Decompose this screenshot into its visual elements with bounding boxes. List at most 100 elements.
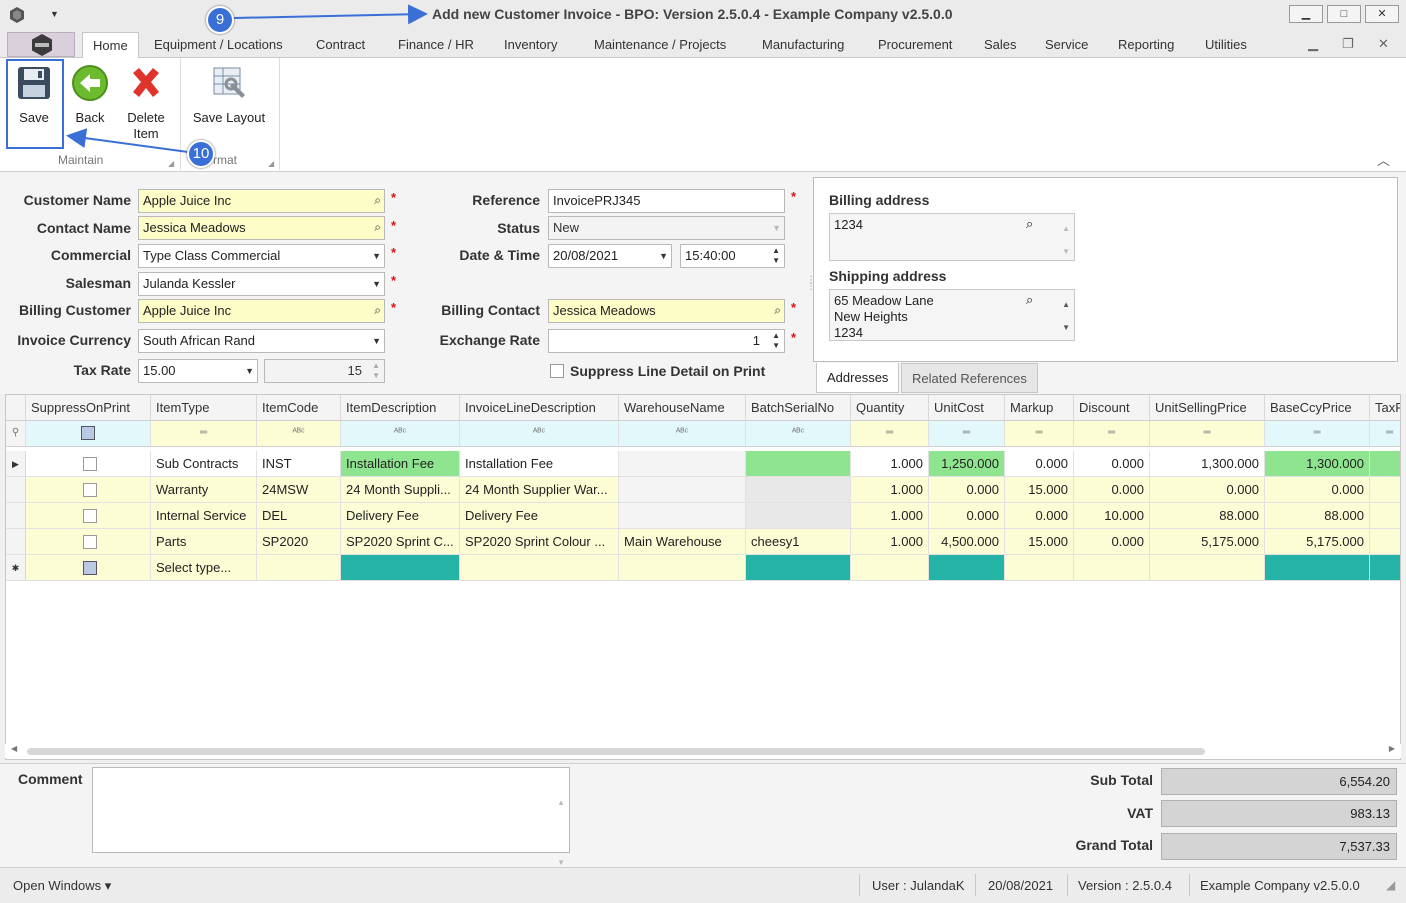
cell-invoicelinedescription[interactable]: Installation Fee xyxy=(460,451,619,477)
quick-access-dropdown-icon[interactable]: ▼ xyxy=(50,9,59,19)
cell-quantity[interactable]: 1.000 xyxy=(851,529,929,555)
resize-grip-icon[interactable]: ◢ xyxy=(1386,878,1396,892)
contact-name-field[interactable]: Jessica Meadows ⌕ xyxy=(138,216,385,240)
scroll-right-icon[interactable]: ▶ xyxy=(1388,744,1395,753)
filter-taxrate[interactable]: ═ xyxy=(1370,421,1400,447)
column-header-unitcost[interactable]: UnitCost xyxy=(929,395,1005,421)
grid-horizontal-scrollbar[interactable]: ◀ ▶ xyxy=(5,744,1401,758)
cell-new-quantity[interactable] xyxy=(851,555,929,581)
search-icon[interactable]: ⌕ xyxy=(374,303,381,317)
cell-unitsellingprice[interactable]: 5,175.000 xyxy=(1150,529,1265,555)
tab-sales[interactable]: Sales xyxy=(984,37,1017,52)
cell-new-discount[interactable] xyxy=(1074,555,1150,581)
tab-utilities[interactable]: Utilities xyxy=(1205,37,1247,52)
cell-unitcost[interactable]: 4,500.000 xyxy=(929,529,1005,555)
cell-new-invoicelinedescription[interactable] xyxy=(460,555,619,581)
cell-markup[interactable]: 15.000 xyxy=(1005,529,1074,555)
close-button[interactable]: ✕ xyxy=(1365,5,1399,23)
cell-new-itemcode[interactable] xyxy=(257,555,341,581)
cell-new-markup[interactable] xyxy=(1005,555,1074,581)
filter-markup[interactable]: ═ xyxy=(1005,421,1074,447)
spinner-arrows-icon[interactable]: ▲ ▼ xyxy=(372,361,380,380)
cell-baseccyprice[interactable]: 0.000 xyxy=(1265,477,1370,503)
customer-name-field[interactable]: Apple Juice Inc ⌕ xyxy=(138,189,385,213)
search-icon[interactable]: ⌕ xyxy=(774,303,781,317)
reference-input[interactable]: InvoicePRJ345 xyxy=(548,189,785,213)
scroll-arrows-icon[interactable]: ▲ ▼ xyxy=(1062,300,1070,332)
cell-batchserialno[interactable] xyxy=(746,451,851,477)
cell-invoicelinedescription[interactable]: SP2020 Sprint Colour ... xyxy=(460,529,619,555)
back-button[interactable]: Back xyxy=(68,64,112,126)
filter-warehousename[interactable]: ᴬᴮᶜ xyxy=(619,421,746,447)
filter-invoicelinedescription[interactable]: ᴬᴮᶜ xyxy=(460,421,619,447)
cell-new-unitcost[interactable] xyxy=(929,555,1005,581)
mdi-restore-icon[interactable]: ❐ xyxy=(1342,36,1354,51)
cell-itemtype[interactable]: Warranty xyxy=(151,477,257,503)
cell-invoicelinedescription[interactable]: Delivery Fee xyxy=(460,503,619,529)
comment-textarea[interactable]: ▲ ▼ xyxy=(92,767,570,867)
column-header-suppressonprint[interactable]: SuppressOnPrint xyxy=(26,395,151,421)
filter-itemtype[interactable]: ═ xyxy=(151,421,257,447)
filter-unitsellingprice[interactable]: ═ xyxy=(1150,421,1265,447)
cell-new-itemdescription[interactable] xyxy=(341,555,460,581)
row-indicator[interactable] xyxy=(6,503,26,529)
invoice-currency-select[interactable]: South African Rand ▼ xyxy=(138,329,385,353)
scroll-arrows-icon[interactable]: ▲ ▼ xyxy=(557,798,565,867)
billing-address-box[interactable]: 1234 ⌕ ▲ ▼ xyxy=(829,213,1075,261)
chevron-down-icon[interactable]: ▼ xyxy=(372,336,381,346)
cell-markup[interactable]: 15.000 xyxy=(1005,477,1074,503)
cell-discount[interactable]: 0.000 xyxy=(1074,477,1150,503)
cell-new-suppressonprint[interactable] xyxy=(26,555,151,581)
cell-quantity[interactable]: 1.000 xyxy=(851,503,929,529)
scroll-left-icon[interactable]: ◀ xyxy=(11,744,18,753)
chevron-down-icon[interactable]: ▼ xyxy=(659,251,668,261)
filter-itemdescription[interactable]: ᴬᴮᶜ xyxy=(341,421,460,447)
cell-warehousename[interactable] xyxy=(619,503,746,529)
cell-batchserialno[interactable] xyxy=(746,477,851,503)
scrollbar-thumb[interactable] xyxy=(27,748,1205,755)
cell-baseccyprice[interactable]: 5,175.000 xyxy=(1265,529,1370,555)
tax-rate-spinner[interactable]: 15 ▲ ▼ xyxy=(264,359,385,383)
tab-inventory[interactable]: Inventory xyxy=(504,37,558,52)
cell-itemdescription[interactable]: 24 Month Suppli... xyxy=(341,477,460,503)
cell-batchserialno[interactable] xyxy=(746,503,851,529)
cell-unitcost[interactable]: 0.000 xyxy=(929,503,1005,529)
cell-unitsellingprice[interactable]: 88.000 xyxy=(1150,503,1265,529)
application-menu-button[interactable] xyxy=(7,32,75,57)
exchange-rate-input[interactable]: 1 ▲ ▼ xyxy=(548,329,785,353)
column-header-warehousename[interactable]: WarehouseName xyxy=(619,395,746,421)
filter-discount[interactable]: ═ xyxy=(1074,421,1150,447)
filter-unitcost[interactable]: ═ xyxy=(929,421,1005,447)
tab-procurement[interactable]: Procurement xyxy=(878,37,953,52)
cell-new-unitsellingprice[interactable] xyxy=(1150,555,1265,581)
filter-quantity[interactable]: ═ xyxy=(851,421,929,447)
row-indicator[interactable] xyxy=(6,529,26,555)
tab-equipment-locations[interactable]: Equipment / Locations xyxy=(154,37,283,52)
column-header-itemdescription[interactable]: ItemDescription xyxy=(341,395,460,421)
cell-new-baseccyprice[interactable] xyxy=(1265,555,1370,581)
chevron-down-icon[interactable]: ▼ xyxy=(372,279,381,289)
filter-itemcode[interactable]: ᴬᴮᶜ xyxy=(257,421,341,447)
cell-quantity[interactable]: 1.000 xyxy=(851,477,929,503)
salesman-select[interactable]: Julanda Kessler ▼ xyxy=(138,272,385,296)
tab-addresses[interactable]: Addresses xyxy=(816,363,900,393)
cell-new-itemtype[interactable]: Select type... xyxy=(151,555,257,581)
column-header-baseccyprice[interactable]: BaseCcyPrice xyxy=(1265,395,1370,421)
cell-discount[interactable]: 0.000 xyxy=(1074,529,1150,555)
cell-quantity[interactable]: 1.000 xyxy=(851,451,929,477)
column-header-unitsellingprice[interactable]: UnitSellingPrice xyxy=(1150,395,1265,421)
spinner-arrows-icon[interactable]: ▲ ▼ xyxy=(772,331,780,350)
new-row-indicator-icon[interactable]: ✱ xyxy=(6,555,26,581)
scroll-arrows-icon[interactable]: ▲ ▼ xyxy=(1062,224,1070,256)
cell-itemtype[interactable]: Internal Service xyxy=(151,503,257,529)
delete-item-button[interactable]: Delete Item xyxy=(122,64,170,142)
cell-taxrate[interactable] xyxy=(1370,503,1400,529)
commercial-select[interactable]: Type Class Commercial ▼ xyxy=(138,244,385,268)
splitter-grip[interactable]: ⋮ ⋮ xyxy=(806,275,816,292)
chevron-down-icon[interactable]: ▼ xyxy=(245,366,254,376)
search-icon[interactable]: ⌕ xyxy=(1026,216,1034,231)
search-icon[interactable]: ⌕ xyxy=(374,193,381,207)
cell-new-taxrate[interactable] xyxy=(1370,555,1400,581)
date-picker[interactable]: 20/08/2021 ▼ xyxy=(548,244,672,268)
tab-manufacturing[interactable]: Manufacturing xyxy=(762,37,845,52)
